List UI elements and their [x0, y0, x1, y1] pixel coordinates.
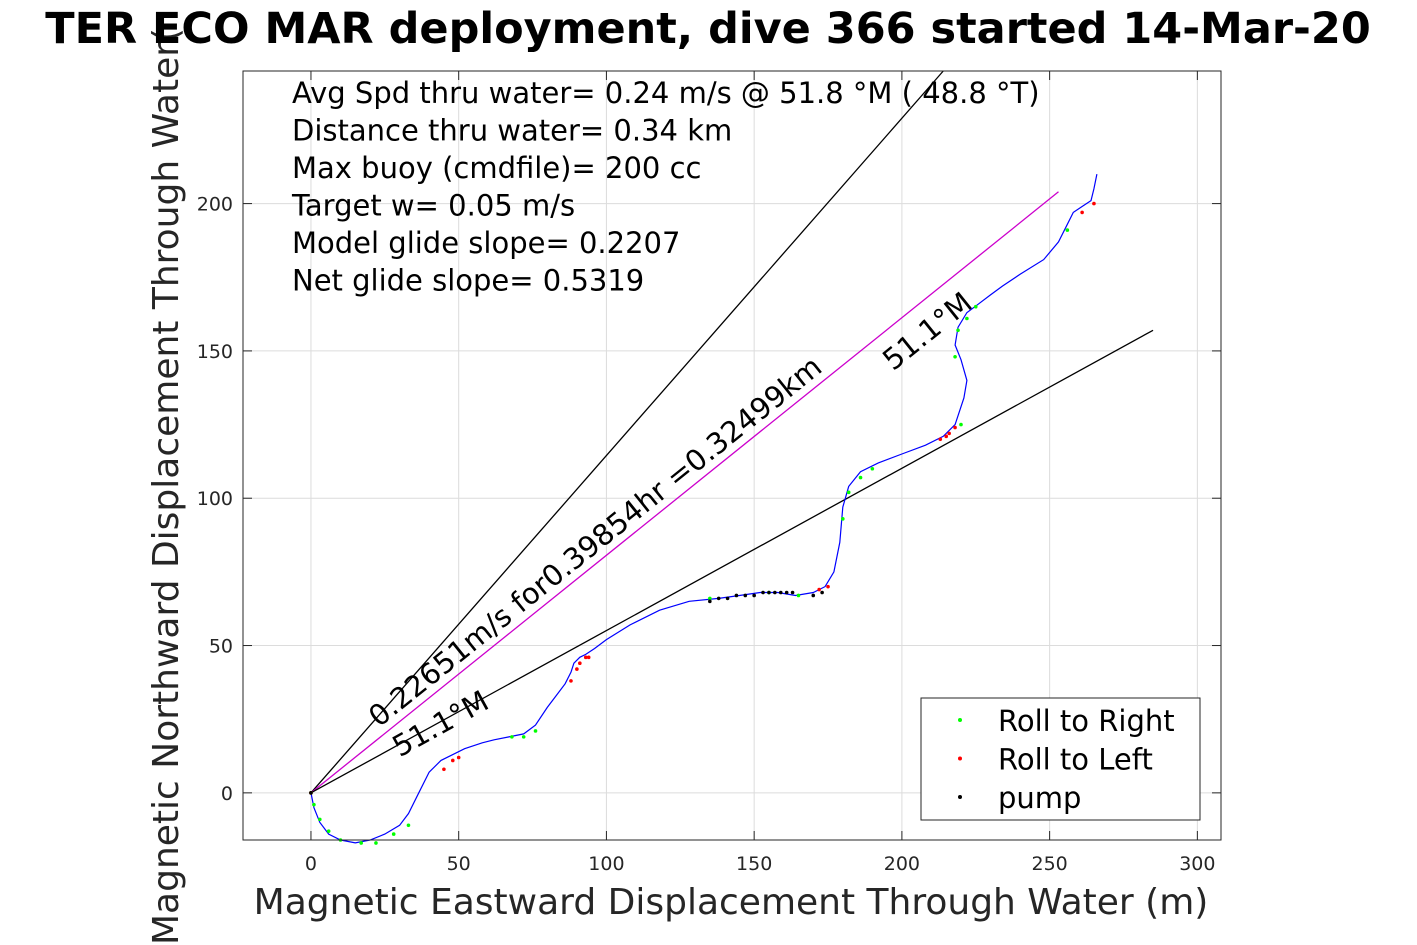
point-roll-to-right — [841, 517, 845, 521]
point-roll-to-left — [586, 655, 591, 660]
point-pump — [784, 590, 789, 595]
point-roll-to-left — [944, 434, 949, 439]
point-roll-to-right — [965, 316, 969, 321]
point-roll-to-right — [510, 735, 514, 739]
point-roll-to-right — [959, 422, 963, 427]
legend-label: Roll to Right — [998, 704, 1175, 738]
point-roll-to-right — [359, 841, 363, 845]
stat-annotation: Target w= 0.05 m/s — [291, 189, 575, 223]
point-roll-to-right — [953, 354, 957, 359]
point-roll-to-right — [312, 802, 316, 807]
point-roll-to-left — [1080, 210, 1084, 215]
x-tick-label: 50 — [447, 853, 471, 875]
y-tick-label: 150 — [197, 341, 233, 363]
point-roll-to-left — [575, 667, 579, 671]
point-roll-to-left — [442, 767, 446, 772]
point-roll-to-right — [391, 832, 396, 836]
x-tick-label: 300 — [1179, 853, 1215, 875]
point-roll-to-left — [450, 758, 455, 763]
reference-line — [310, 191, 1059, 794]
point-pump — [820, 590, 824, 595]
point-roll-to-right — [973, 304, 978, 309]
point-roll-to-right — [870, 466, 875, 471]
point-roll-to-right — [521, 735, 526, 739]
point-pump — [767, 590, 771, 595]
point-roll-to-right — [1065, 228, 1070, 232]
point-roll-to-right — [406, 823, 411, 828]
x-tick-label: 100 — [588, 853, 624, 875]
stat-annotation: Net glide slope= 0.5319 — [292, 264, 644, 298]
point-roll-to-left — [456, 755, 461, 760]
x-tick-label: 150 — [736, 853, 772, 875]
x-tick-label: 0 — [305, 853, 317, 875]
x-axis-label: Magnetic Eastward Displacement Through W… — [254, 882, 1209, 923]
point-roll-to-right — [326, 829, 331, 833]
point-pump — [778, 590, 783, 595]
y-tick-label: 0 — [221, 783, 233, 805]
stat-annotation: Max buoy (cmdfile)= 200 cc — [292, 151, 701, 185]
stat-annotation: Avg Spd thru water= 0.24 m/s @ 51.8 °M (… — [292, 76, 1040, 110]
legend-marker — [958, 718, 962, 722]
legend: Roll to Right Roll to Left pump — [920, 697, 1201, 821]
point-pump — [725, 596, 730, 601]
point-roll-to-left — [953, 425, 957, 430]
point-pump — [811, 593, 816, 598]
data-points — [309, 201, 1096, 845]
point-roll-to-right — [318, 817, 322, 822]
y-tick-label: 50 — [209, 636, 233, 658]
point-pump — [761, 590, 765, 595]
chart-title: TER ECO MAR deployment, dive 366 started… — [45, 4, 1371, 54]
y-tick-label: 200 — [197, 194, 233, 216]
point-roll-to-left — [938, 437, 943, 442]
point-roll-to-left — [817, 587, 821, 592]
x-tick-label: 250 — [1031, 853, 1067, 875]
point-roll-to-right — [796, 593, 801, 598]
point-roll-to-left — [569, 679, 573, 683]
reference-lines — [310, 70, 1154, 794]
point-roll-to-left — [578, 661, 582, 666]
legend-label: Roll to Left — [998, 743, 1153, 777]
point-roll-to-left — [826, 584, 830, 589]
point-roll-to-left — [947, 431, 951, 436]
point-pump — [743, 593, 748, 598]
y-axis-label: Magnetic Northward Displacement Through … — [146, 28, 187, 945]
plot-frame — [242, 70, 1222, 841]
point-pump — [752, 593, 756, 598]
point-roll-to-left — [583, 655, 588, 660]
stats-annotations: Avg Spd thru water= 0.24 m/s @ 51.8 °M (… — [291, 76, 1040, 298]
stat-annotation: Distance thru water= 0.34 km — [292, 114, 732, 148]
point-pump — [734, 593, 739, 598]
reference-line — [310, 329, 1154, 794]
glider-track — [310, 173, 1098, 844]
x-tick-label: 200 — [884, 853, 920, 875]
point-pump — [708, 599, 712, 604]
point-roll-to-right — [956, 328, 960, 333]
point-roll-to-left — [1092, 201, 1096, 206]
legend-marker — [958, 756, 962, 761]
legend-box — [920, 697, 1201, 821]
point-pump — [790, 590, 795, 595]
stat-annotation: Model glide slope= 0.2207 — [292, 226, 680, 260]
legend-marker — [958, 795, 962, 799]
point-roll-to-right — [846, 490, 851, 495]
point-roll-to-right — [858, 475, 863, 480]
legend-label: pump — [998, 781, 1081, 815]
point-roll-to-right — [374, 841, 378, 845]
point-pump — [309, 791, 313, 795]
point-pump — [773, 590, 777, 595]
track-line — [310, 173, 1098, 844]
point-roll-to-right — [533, 729, 538, 733]
axis-ticks: 0 50 100 150 200 250 300 0 50 100 150 200 — [197, 71, 1221, 875]
point-pump — [716, 596, 721, 601]
y-tick-label: 100 — [197, 488, 233, 510]
point-roll-to-right — [708, 596, 712, 601]
reference-line — [310, 70, 944, 794]
